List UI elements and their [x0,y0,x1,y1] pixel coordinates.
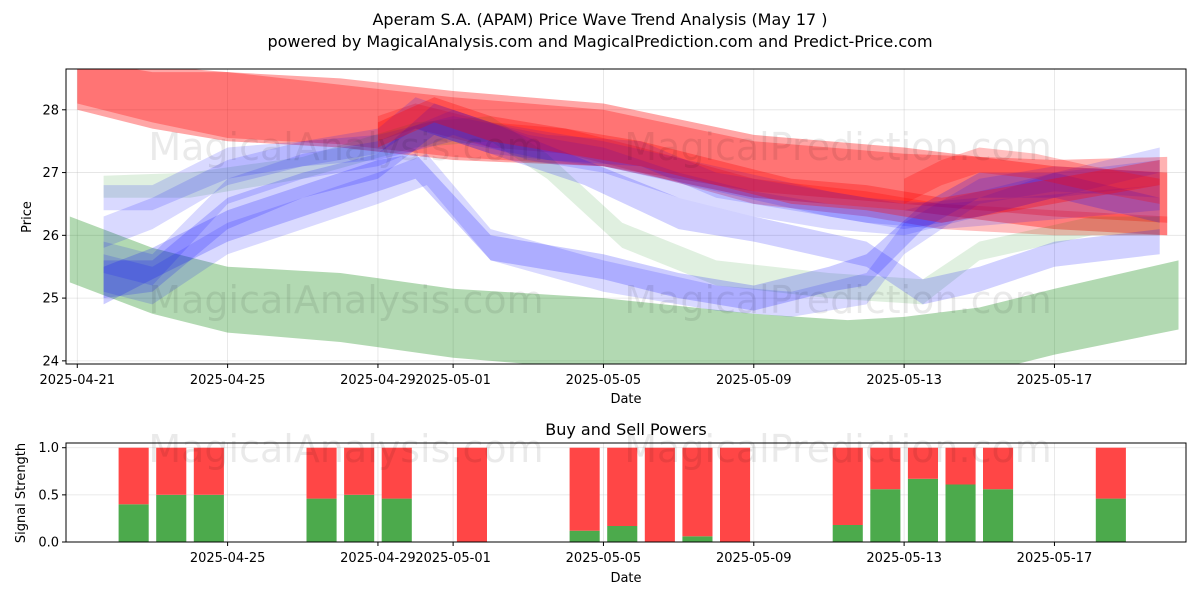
blue-wave-band [103,116,1160,248]
sell-bar [983,447,1014,490]
red-wave-band [377,97,1160,223]
buy-bar [607,526,638,542]
sell-bar [945,447,976,485]
chart-title: Aperam S.A. (APAM) Price Wave Trend Anal… [372,10,827,29]
sell-bar [344,447,375,495]
watermark-analysis-1: MagicalAnalysis.com [148,125,543,169]
signal-axis-ticks: 0.0 0.5 1.0 [38,441,66,551]
sell-bar [607,447,638,526]
buy-bar [870,489,901,542]
sell-bar [306,447,337,499]
x-tick-label: 2025-05-09 [716,551,792,566]
y-tick-label: 26 [42,229,59,244]
buy-bar [156,494,187,542]
watermark-prediction-3: MagicalPrediction.com [624,427,1052,471]
blue-wave-band [103,97,1160,230]
blue-wave-band [103,153,1160,311]
sell-bar [682,447,713,537]
buy-bar [832,525,863,542]
buy-bar [118,504,149,542]
bottom-x-axis-label: Date [610,571,641,586]
y-tick-label: 24 [42,354,59,369]
watermark-prediction-2: MagicalPrediction.com [624,278,1052,322]
watermark-analysis-3: MagicalAnalysis.com [148,427,543,471]
y-tick-label: 28 [42,103,59,118]
top-gridlines [66,69,1186,364]
sell-bar [832,447,863,525]
sell-bar [118,447,149,505]
y-tick-label: 0.5 [38,488,59,503]
sell-bar [156,447,187,495]
buy-bar [945,484,976,542]
sell-bar [1095,447,1126,499]
sell-bar [569,447,600,531]
x-tick-label: 2025-05-17 [1017,373,1093,388]
x-tick-label: 2025-04-25 [190,373,266,388]
bottom-date-axis-ticks: 2025-04-25 2025-04-29 2025-05-01 2025-05-05… [190,542,1092,566]
y-tick-label: 0.0 [38,536,59,551]
top-watermarks: MagicalAnalysis.com MagicalPrediction.co… [148,125,1051,322]
top-date-axis-ticks: 2025-04-21 2025-04-25 2025-04-29 2025-05-01… [39,364,1092,388]
red-wave-band [904,147,1160,204]
buy-bar [381,498,412,542]
top-x-axis-label: Date [610,392,641,407]
buy-bar [1095,498,1126,542]
x-tick-label: 2025-05-01 [415,551,491,566]
buy-bar [569,530,600,542]
buy-sell-bars [118,447,1126,542]
x-tick-label: 2025-05-05 [566,551,642,566]
y-tick-label: 1.0 [38,441,59,456]
x-tick-label: 2025-05-13 [866,373,942,388]
y-tick-label: 25 [42,292,59,307]
red-wave-band [77,69,1168,223]
chart-subtitle: powered by MagicalAnalysis.com and Magic… [267,32,932,51]
x-tick-label: 2025-05-01 [415,373,491,388]
price-wave-panel: MagicalAnalysis.com MagicalPrediction.co… [20,68,1187,407]
red-wave-band [77,69,1168,236]
x-tick-label: 2025-04-29 [340,551,416,566]
x-tick-label: 2025-05-09 [716,373,792,388]
watermark-prediction-1: MagicalPrediction.com [624,125,1052,169]
blue-wave-band [103,103,1160,305]
top-plot-frame [65,68,1187,365]
x-tick-label: 2025-04-25 [190,551,266,566]
buy-bar [682,536,713,542]
x-tick-label: 2025-04-29 [340,373,416,388]
y-tick-label: 27 [42,166,59,181]
bottom-plot-frame [65,442,1187,543]
sell-bar [456,447,487,542]
bottom-watermarks: MagicalAnalysis.com MagicalPrediction.co… [148,427,1051,471]
buy-bar [306,498,337,542]
buy-bar [344,494,375,542]
bottom-chart-title: Buy and Sell Powers [545,420,707,439]
x-tick-label: 2025-05-17 [1017,551,1093,566]
green-wave-band [69,216,1179,364]
sell-bar [644,447,675,542]
sell-bar [720,447,751,542]
sell-bar [193,447,224,495]
sell-bar [907,447,938,479]
x-tick-label: 2025-05-05 [566,373,642,388]
buy-bar [983,489,1014,542]
sell-bar [870,447,901,490]
blue-wave-band [103,109,1160,286]
buy-bar [907,478,938,542]
buy-sell-panel: Buy and Sell Powers MagicalAnalysis.com … [14,420,1187,586]
buy-bar [193,494,224,542]
price-wave-bands [69,69,1179,364]
sell-bar [381,447,412,499]
blue-wave-band [103,153,1160,317]
price-axis-ticks: 24 25 26 27 28 [42,103,66,369]
x-tick-label: 2025-05-13 [866,551,942,566]
top-y-axis-label: Price [20,201,35,233]
watermark-analysis-2: MagicalAnalysis.com [148,278,543,322]
red-wave-band [377,103,1168,236]
bottom-y-axis-label: Signal Strength [14,443,29,543]
x-tick-label: 2025-04-21 [39,373,115,388]
